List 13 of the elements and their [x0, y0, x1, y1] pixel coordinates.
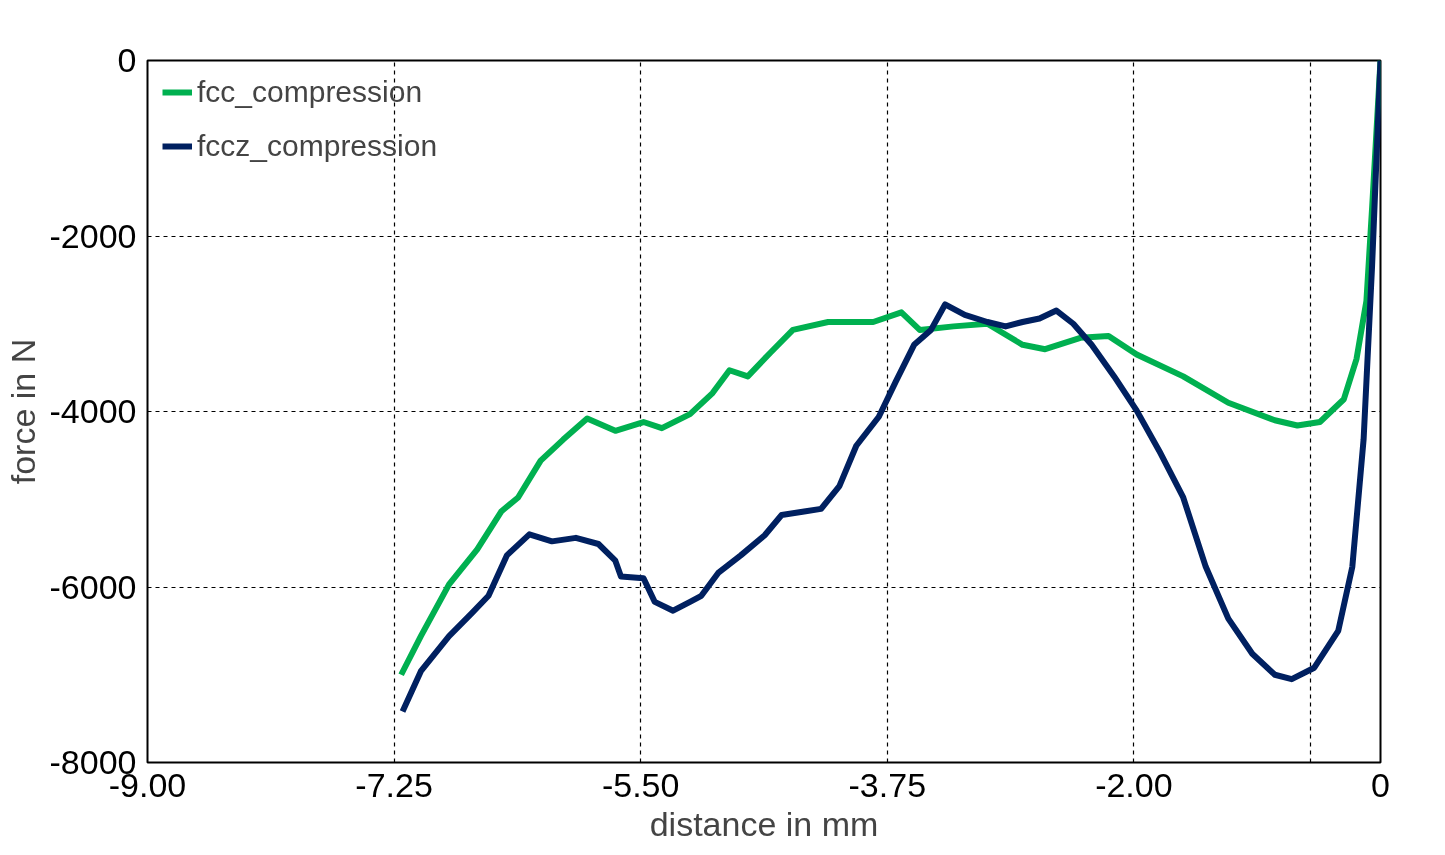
legend-label: fcc_compression — [197, 75, 423, 109]
y-tick-label: 0 — [117, 41, 137, 79]
x-tick-label: 0 — [1371, 765, 1390, 804]
x-tick-label: -3.75 — [848, 765, 927, 804]
x-tick-label: -7.25 — [355, 765, 433, 804]
y-tick-label: -2000 — [49, 216, 137, 255]
y-tick-label: -6000 — [49, 567, 137, 606]
x-axis-title: distance in mm — [649, 804, 879, 843]
x-tick-label: -5.50 — [601, 765, 680, 804]
y-axis-title: force in N — [3, 338, 42, 485]
legend-label: fccz_compression — [197, 129, 438, 163]
y-tick-label: -4000 — [49, 392, 137, 430]
x-tick-label: -2.00 — [1095, 765, 1173, 804]
